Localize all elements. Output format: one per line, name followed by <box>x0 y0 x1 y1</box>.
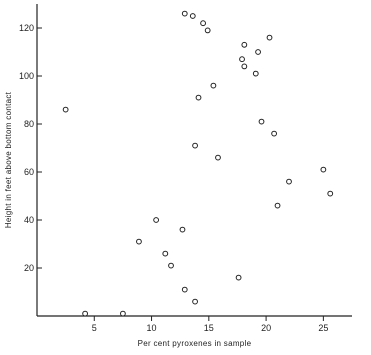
x-tick-label: 10 <box>147 323 157 333</box>
y-tick-label: 100 <box>19 71 34 81</box>
data-point <box>271 130 278 137</box>
x-ticks: 5 10 15 20 25 <box>92 316 328 333</box>
data-point <box>241 41 248 48</box>
data-point <box>274 202 281 209</box>
data-point <box>215 154 221 161</box>
y-tick-label: 20 <box>24 263 34 273</box>
axes <box>36 4 352 317</box>
data-point <box>255 49 261 55</box>
data-point <box>266 34 273 41</box>
x-tick-label: 5 <box>92 323 97 333</box>
data-point <box>192 298 198 305</box>
y-ticks: 20 40 60 80 100 120 <box>19 23 42 273</box>
x-axis-label: Per cent pyroxenes in sample <box>138 339 252 348</box>
x-tick-label: 20 <box>261 323 271 333</box>
data-point <box>200 20 206 27</box>
y-axis-label: Height in feet above bottom contact <box>4 91 13 228</box>
x-tick-label: 15 <box>204 323 214 333</box>
data-point <box>320 166 327 173</box>
x-tick-label: 25 <box>318 323 328 333</box>
y-tick-label: 80 <box>24 119 34 129</box>
data-point <box>62 106 69 113</box>
data-point <box>327 190 334 197</box>
data-point <box>162 250 169 257</box>
data-point <box>258 118 265 125</box>
data-point <box>153 217 160 223</box>
data-point <box>120 310 126 317</box>
data-point <box>195 94 202 101</box>
data-point <box>181 286 188 293</box>
data-point <box>179 226 186 233</box>
data-point <box>192 142 198 149</box>
data-point <box>286 178 292 185</box>
data-point <box>241 63 248 70</box>
data-point <box>168 262 174 269</box>
data-point <box>189 13 196 19</box>
data-point <box>204 27 211 34</box>
data-point <box>210 82 217 89</box>
data-points <box>62 10 334 317</box>
data-point <box>82 310 89 317</box>
data-point <box>239 56 245 63</box>
y-tick-label: 60 <box>24 167 34 177</box>
data-point <box>136 238 142 245</box>
y-tick-label: 40 <box>24 215 34 225</box>
y-tick-label: 120 <box>19 23 34 33</box>
data-point <box>252 70 259 77</box>
data-point <box>181 10 188 17</box>
data-point <box>235 274 242 281</box>
